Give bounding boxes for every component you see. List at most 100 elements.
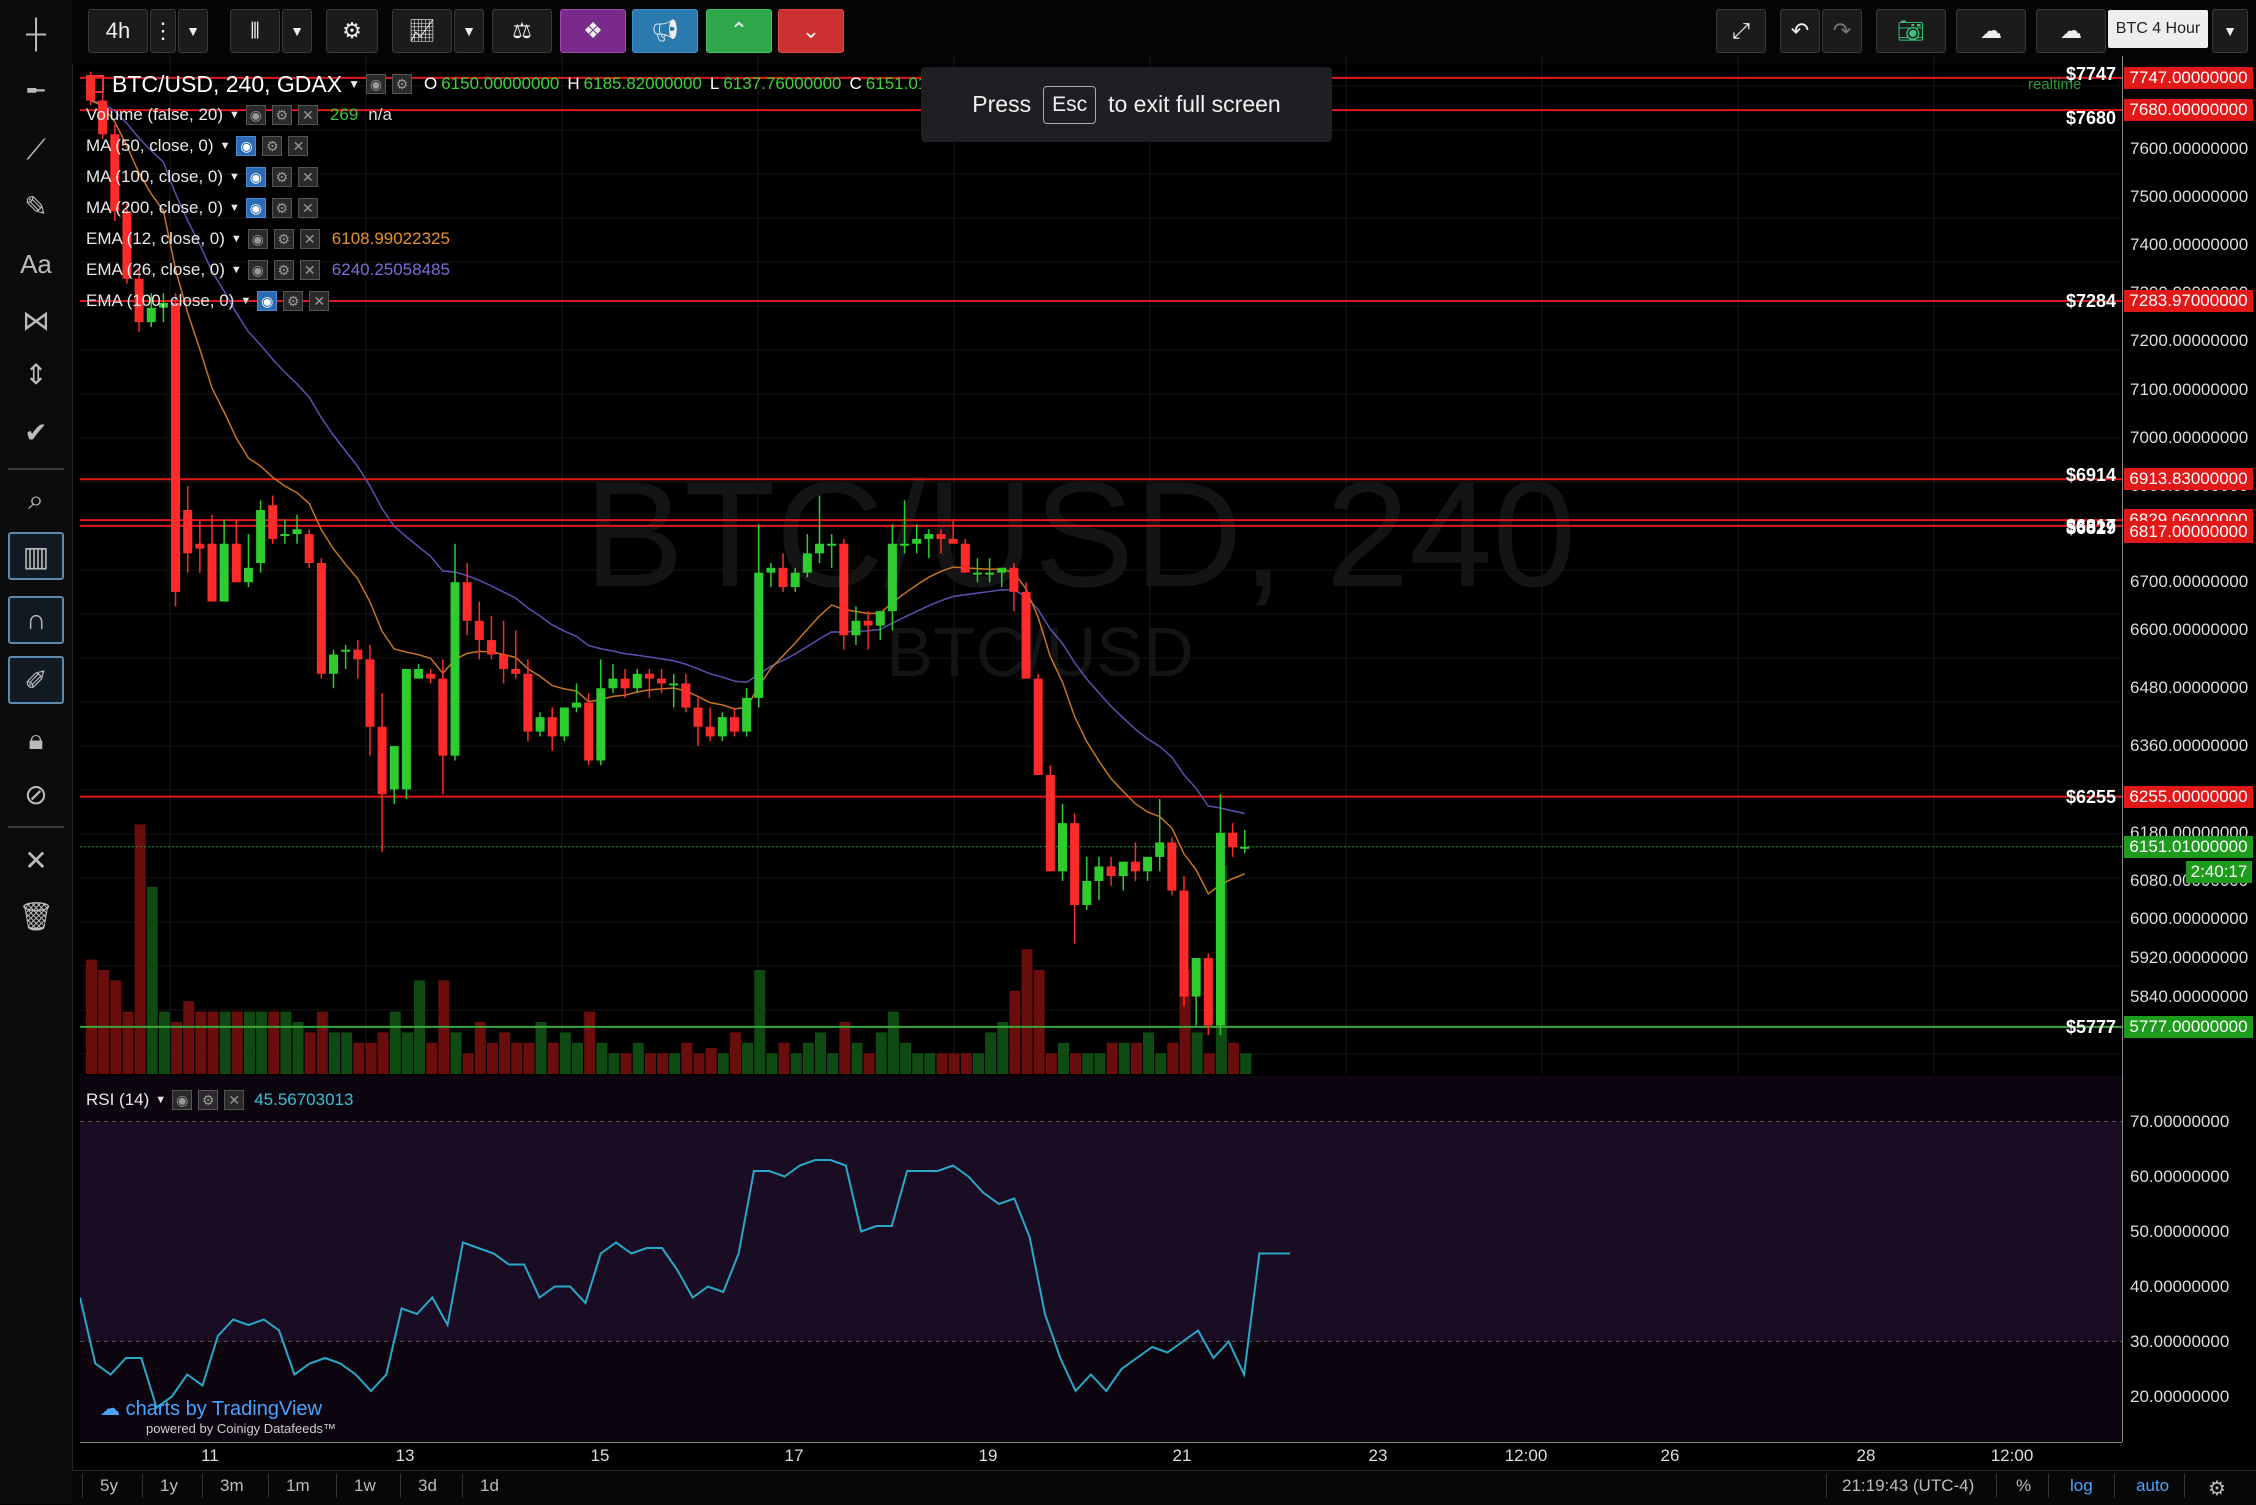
text-tool-icon[interactable]: Aa [20,248,52,279]
range-button-1m[interactable]: 1m [286,1476,310,1495]
candle-body[interactable] [523,673,533,732]
indicator-name[interactable]: EMA (26, close, 0) [86,260,225,279]
candle-body[interactable] [462,582,472,621]
tools-icon[interactable]: ✕ [24,844,48,876]
chevron-down-icon[interactable]: ▼ [348,77,360,91]
fullscreen-icon[interactable]: ⤢ [1716,9,1766,53]
candle-body[interactable] [1130,861,1140,872]
candle-body[interactable] [875,611,885,626]
candle-body[interactable] [195,543,205,549]
fib-icon[interactable]: ⟋ [26,133,46,165]
candle-body[interactable] [960,543,970,573]
eye-icon[interactable]: ◉ [245,167,266,187]
candle-body[interactable] [1070,823,1080,906]
eye-icon[interactable]: ◉ [365,74,386,94]
chevron-down-icon[interactable]: ▼ [229,171,240,183]
close-icon[interactable]: ✕ [224,1090,245,1110]
range-button-1y[interactable]: 1y [160,1476,178,1495]
candle-body[interactable] [657,678,667,684]
chevron-down-icon[interactable]: ▼ [219,140,231,152]
bars-pattern-icon[interactable]: ▥ [8,532,64,580]
interval-menu-icon[interactable]: ⋮ [150,9,176,53]
candle-body[interactable] [401,668,411,790]
gear-icon[interactable]: ⚙ [391,74,412,94]
symbol-badge[interactable]: BTC 4 Hour [2108,10,2208,48]
chevron-down-icon[interactable]: ▼ [229,109,240,121]
check-icon[interactable]: ✔ [24,416,48,448]
close-icon[interactable]: ✕ [309,291,330,311]
tradingview-branding[interactable]: ☁ charts by TradingView [100,1396,322,1421]
gear-icon[interactable]: ⚙ [283,291,304,311]
candle-body[interactable] [1215,832,1225,1026]
candle-body[interactable] [1228,832,1238,848]
range-button-3d[interactable]: 3d [418,1476,437,1495]
candle-body[interactable] [802,553,812,573]
candle-body[interactable] [86,76,95,101]
candle-body[interactable] [608,678,618,689]
candle-body[interactable] [584,702,594,761]
collapse-icon[interactable] [86,75,104,93]
candle-body[interactable] [815,543,824,554]
candle-body[interactable] [924,534,934,539]
trend-line-icon[interactable]: ╾ [27,74,45,106]
candle-body[interactable] [268,505,278,539]
chevron-down-icon[interactable]: ▼ [230,233,242,245]
cube-icon[interactable]: ❖ [560,9,626,53]
interval-button[interactable]: 4h [88,9,148,53]
hide-icon[interactable]: ⊘ [24,778,48,810]
candle-body[interactable] [122,211,132,279]
candle-body[interactable] [997,567,1007,573]
candle-body[interactable] [1240,846,1250,849]
candle-body[interactable] [158,302,168,308]
candle-body[interactable] [572,702,581,708]
drawing-mode-icon[interactable]: ✐ [8,656,64,704]
candle-body[interactable] [985,572,995,575]
price-level-label[interactable]: 7680.00000000 [2124,99,2253,122]
price-level-label[interactable]: 7283.97000000 [2124,289,2253,312]
candle-body[interactable] [972,572,982,575]
gear-icon[interactable]: ⚙ [271,105,292,125]
broadcast-icon[interactable]: 📢︎ [632,9,698,53]
candle-body[interactable] [171,302,181,592]
eye-icon[interactable]: ◉ [245,198,266,218]
eye-icon[interactable]: ◉ [247,229,268,249]
candle-body[interactable] [474,620,484,641]
chevron-down-icon[interactable]: ▼ [229,202,240,214]
trash-icon[interactable]: 🗑︎ [18,900,54,932]
candle-body[interactable] [110,134,120,212]
candle-body[interactable] [438,678,448,756]
cloud-save-icon[interactable]: ☁ [1956,9,2026,53]
gear-icon[interactable]: ⚙ [2208,1478,2226,1500]
chevron-down-icon[interactable]: ▼ [178,9,208,53]
gear-icon[interactable]: ⚙ [273,260,294,280]
candle-body[interactable] [1045,774,1055,872]
close-icon[interactable]: ✕ [288,136,309,156]
candle-body[interactable] [511,668,521,674]
candle-body[interactable] [766,567,776,573]
candle-body[interactable] [827,543,837,546]
candle-body[interactable] [207,543,217,602]
candle-body[interactable] [134,278,144,323]
close-icon[interactable]: ✕ [299,229,320,249]
price-level-label[interactable]: 6817.00000000 [2124,520,2253,543]
chevron-down-icon[interactable]: ▼ [2212,9,2248,53]
indicators-icon[interactable]: 📈︎ [392,9,452,53]
settings-icon[interactable]: ⚙ [326,9,378,53]
candle-body[interactable] [341,649,351,652]
chevron-down-icon[interactable]: ▼ [454,9,484,53]
price-level-label[interactable]: 6255.00000000 [2124,785,2253,808]
indicator-name[interactable]: EMA (100, close, 0) [86,291,235,310]
symbol-title[interactable]: BTC/USD, 240, GDAX [112,70,343,97]
candle-body[interactable] [377,726,387,795]
candle-body[interactable] [693,707,703,727]
candle-body[interactable] [912,538,922,544]
candle-body[interactable] [754,572,764,698]
candle-body[interactable] [644,673,654,679]
indicator-name[interactable]: MA (100, close, 0) [86,167,224,186]
brush-icon[interactable]: ✎ [24,190,48,222]
candle-body[interactable] [1033,678,1043,775]
candle-body[interactable] [1082,880,1092,906]
sell-icon[interactable]: ⌄ [778,9,844,53]
range-button-5y[interactable]: 5y [100,1476,118,1495]
